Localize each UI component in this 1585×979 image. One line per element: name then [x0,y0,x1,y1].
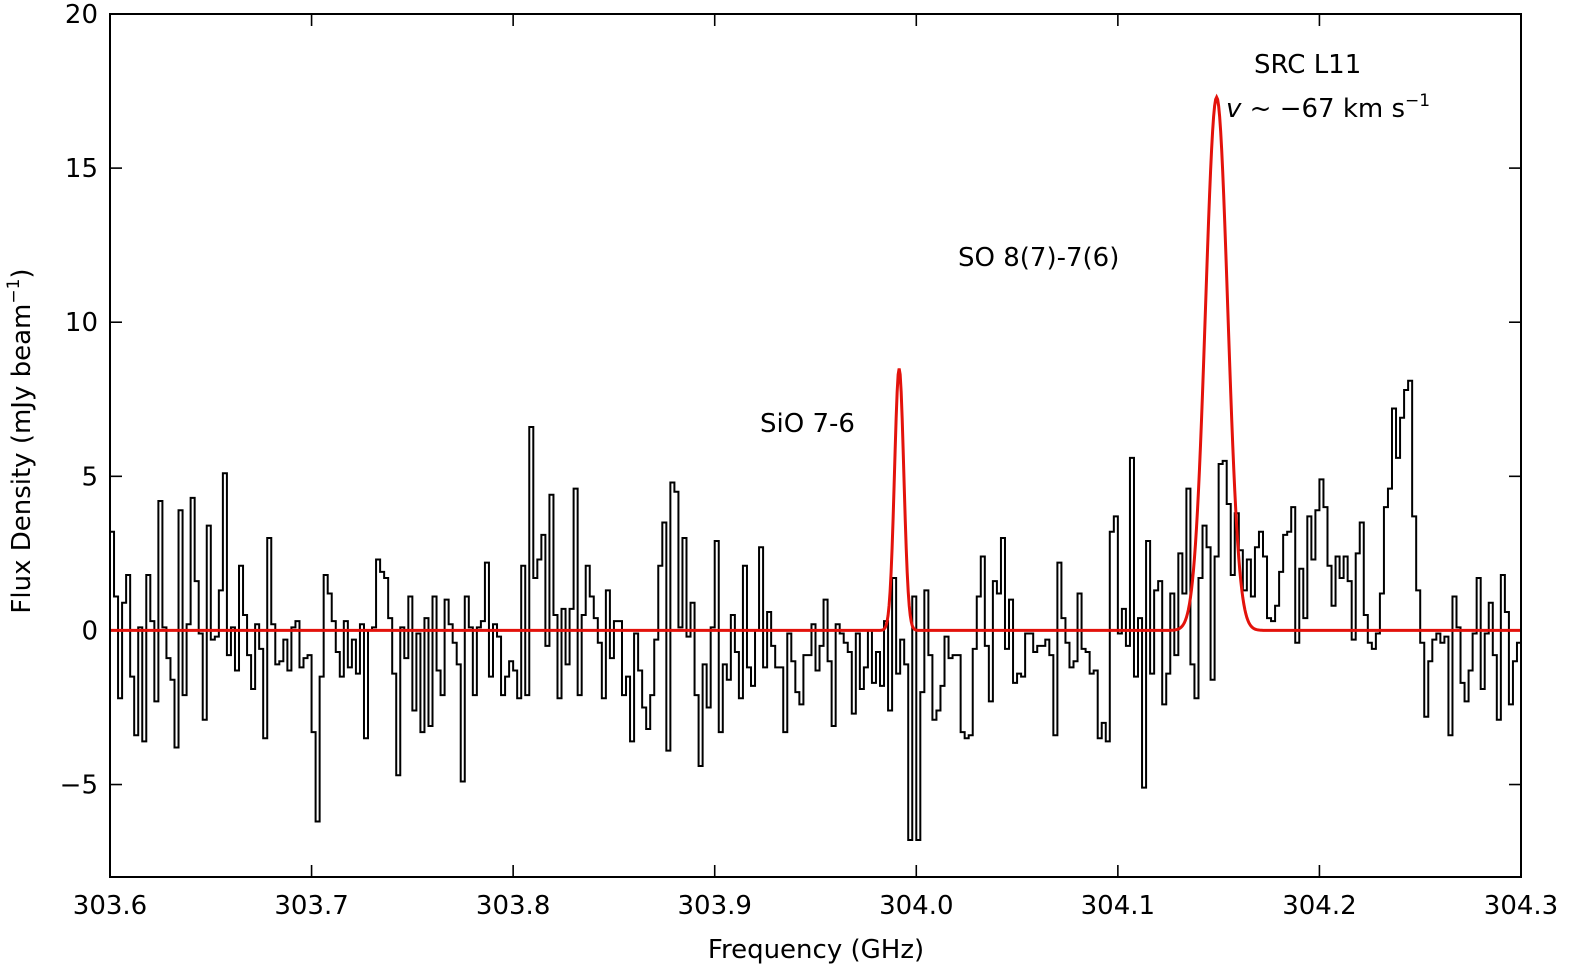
x-tick-label: 303.7 [274,891,348,921]
y-axis-label-main: Flux Density (mJy beam [7,304,37,614]
x-tick-label: 304.0 [879,891,953,921]
x-tick-label: 304.3 [1484,891,1558,921]
x-axis-label: Frequency (GHz) [708,935,924,965]
annotation-sio: SiO 7-6 [760,409,855,439]
axis-ticks [109,13,1522,877]
y-tick-label: −5 [60,771,98,801]
annotation-velocity-sup: −1 [1405,91,1430,111]
annotation-so: SO 8(7)-7(6) [958,243,1119,273]
y-tick-label: 15 [65,154,98,184]
x-tick-labels: 303.6 303.7 303.8 303.9 304.0 304.1 304.2 304.3 [73,891,1558,921]
plot-frame [109,13,1522,878]
x-tick-label: 303.8 [476,891,550,921]
y-tick-labels: −5 0 5 10 15 20 [60,0,98,801]
gaussian-fit-line [110,93,1521,632]
x-tick-label: 304.2 [1282,891,1356,921]
spectrum-steps [110,47,1522,842]
y-tick-label: 0 [81,616,98,646]
y-axis-label-close: ) [7,268,37,278]
annotation-velocity: v ~ −67 km s−1 [1226,91,1430,124]
y-tick-label: 10 [65,308,98,338]
y-axis-label-sup: −1 [4,279,24,304]
x-tick-label: 304.1 [1081,891,1155,921]
x-tick-label: 303.9 [677,891,751,921]
annotation-src: SRC L11 [1254,50,1361,80]
annotation-velocity-symbol: v [1226,94,1242,124]
x-tick-label: 303.6 [73,891,147,921]
y-axis-label: Flux Density (mJy beam−1) [4,268,37,613]
annotation-velocity-main: ~ −67 km s [1241,94,1405,124]
y-tick-label: 20 [65,0,98,30]
y-tick-label: 5 [81,462,98,492]
